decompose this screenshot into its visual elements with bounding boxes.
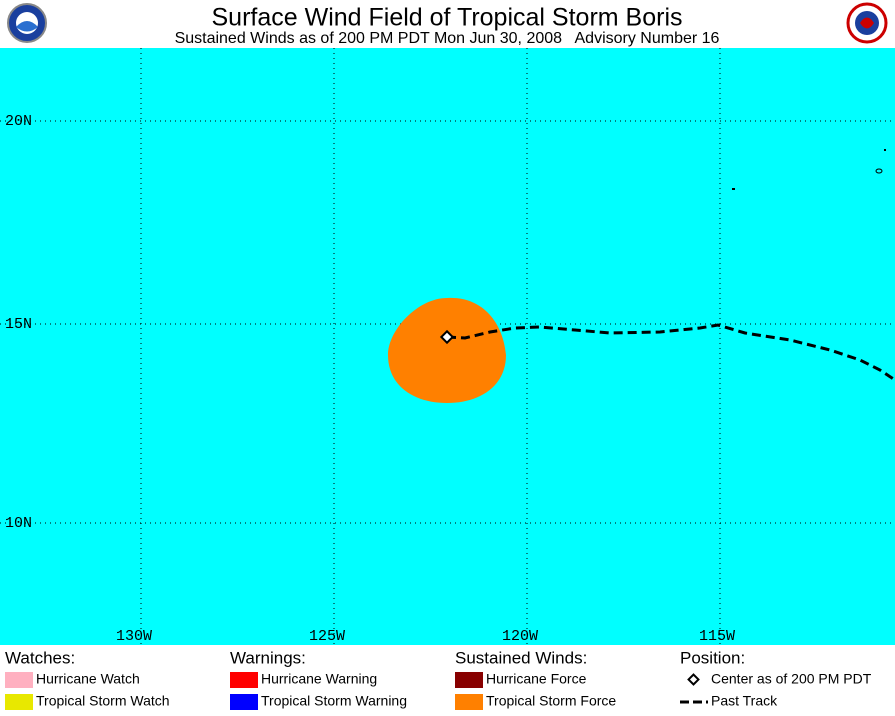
storm-center	[439, 329, 455, 345]
swatch	[5, 694, 33, 710]
legend-heading: Position:	[680, 648, 745, 667]
legend-heading: Watches:	[5, 648, 75, 667]
center-symbol	[687, 673, 700, 686]
swatch	[230, 672, 258, 688]
legend-item: Hurricane Watch	[36, 671, 140, 687]
legend-item: Tropical Storm Force	[486, 693, 616, 709]
past-track	[446, 323, 895, 382]
subtitle: Sustained Winds as of 200 PM PDT Mon Jun…	[175, 30, 720, 47]
latitude-label: 15N	[5, 316, 32, 333]
latitude-label: 10N	[5, 515, 32, 532]
tropical-storm-wind-field	[388, 297, 506, 403]
islands	[732, 149, 886, 190]
legend-heading: Sustained Winds:	[455, 648, 587, 667]
swatch	[455, 672, 483, 688]
swatch	[5, 672, 33, 688]
legend-item: Hurricane Force	[486, 671, 587, 687]
graticule	[0, 48, 895, 645]
longitude-label: 130W	[116, 628, 152, 645]
longitude-label: 125W	[309, 628, 345, 645]
legend-item: Tropical Storm Warning	[261, 693, 407, 709]
longitude-label: 115W	[699, 628, 735, 645]
legend-item: Tropical Storm Watch	[36, 693, 170, 709]
latitude-label: 20N	[5, 113, 32, 130]
legend-item: Past Track	[711, 693, 778, 709]
noaa-logo	[7, 3, 47, 43]
swatch	[230, 694, 258, 710]
legend-heading: Warnings:	[230, 648, 306, 667]
nws-logo	[846, 2, 888, 44]
legend: Watches: Hurricane Watch Tropical Storm …	[5, 648, 872, 710]
longitude-label: 120W	[502, 628, 538, 645]
swatch	[455, 694, 483, 710]
legend-item: Center as of 200 PM PDT	[711, 671, 872, 687]
title: Surface Wind Field of Tropical Storm Bor…	[212, 4, 683, 32]
legend-item: Hurricane Warning	[261, 671, 377, 687]
